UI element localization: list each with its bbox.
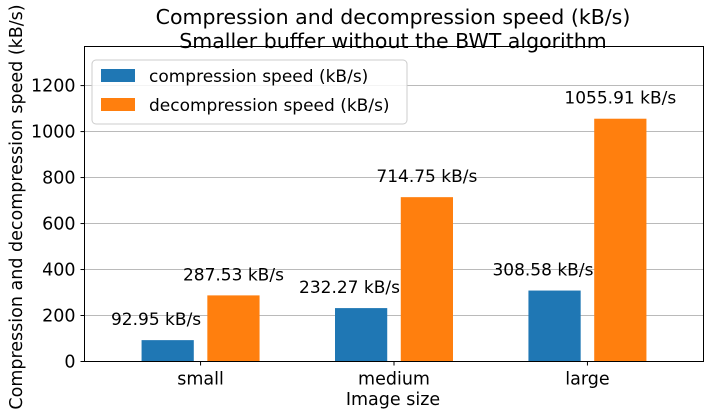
y-tick-label: 400	[42, 261, 75, 281]
data-labels: 92.95 kB/s 232.27 kB/s 308.58 kB/s 287.53 k…	[111, 89, 676, 330]
x-tick-label: small	[177, 370, 224, 390]
legend-label-compression: compression speed (kB/s)	[149, 67, 368, 87]
bar-value-label: 232.27 kB/s	[299, 278, 400, 298]
legend-swatch-compression	[101, 69, 135, 82]
y-tick-label: 1000	[31, 123, 76, 143]
x-tick-label: large	[565, 370, 609, 390]
legend-box	[91, 59, 408, 125]
x-axis-label: Image size	[346, 390, 440, 410]
x-tick-label: medium	[358, 370, 430, 390]
y-tick-label: 0	[64, 353, 75, 373]
bar-value-label: 308.58 kB/s	[492, 261, 593, 281]
bar-decompression	[207, 295, 260, 362]
y-axis-label: Compression and decompression speed (kB/…	[7, 4, 27, 409]
chart-subtitle: Smaller buffer without the BWT algorithm	[179, 29, 607, 53]
bar-compression	[335, 308, 388, 362]
bar-value-label: 714.75 kB/s	[376, 167, 477, 187]
bar-compression	[528, 290, 581, 362]
bar-value-label: 1055.91 kB/s	[564, 89, 676, 109]
axis-ticks: 0 200 400 600 800 1000 1200 small medium large	[31, 77, 610, 390]
y-tick-label: 800	[42, 169, 75, 189]
legend-swatch-decompression	[101, 98, 135, 111]
bar-value-label: 287.53 kB/s	[183, 265, 284, 285]
y-tick-label: 1200	[31, 77, 76, 97]
bars	[141, 118, 647, 362]
bar-value-label: 92.95 kB/s	[111, 310, 201, 330]
bar-compression	[141, 340, 194, 362]
bar-decompression	[594, 118, 647, 362]
bar-decompression	[400, 197, 453, 362]
y-tick-label: 600	[42, 215, 75, 235]
legend: compression speed (kB/s) decompression s…	[91, 59, 408, 125]
y-tick-label: 200	[42, 307, 75, 327]
chart-title: Compression and decompression speed (kB/…	[156, 5, 631, 29]
legend-label-decompression: decompression speed (kB/s)	[149, 96, 390, 116]
